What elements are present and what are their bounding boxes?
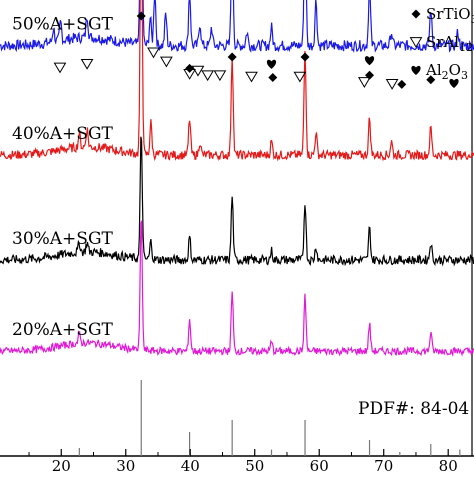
reference-label: PDF#: 84-04: [358, 399, 469, 419]
legend-marker-1: [411, 9, 421, 19]
series-label-2: 40%A+SGT: [12, 124, 114, 144]
legend-label-3: Al2O3: [425, 61, 468, 82]
diamond-marker-8: [268, 73, 278, 83]
series-line-2: [0, 0, 474, 162]
heart-marker-9: [266, 59, 277, 69]
triangle-marker-21: [293, 71, 307, 83]
series-label-4: 20%A+SGT: [12, 320, 114, 340]
x-tick-label-80: 80: [439, 457, 458, 474]
heart-marker-11: [449, 78, 459, 88]
triangle-marker-15: [160, 56, 173, 68]
x-tick-label-50: 50: [245, 457, 264, 474]
diamond-marker-3: [227, 52, 237, 62]
triangle-marker-14: [147, 47, 160, 59]
legend-marker-3: [411, 65, 421, 75]
x-tick-label-40: 40: [181, 457, 200, 474]
series-label-1: 50%A+SGT: [12, 15, 114, 35]
triangle-marker-22: [357, 77, 371, 89]
series-line-1: [0, 0, 474, 53]
triangle-marker-18: [201, 70, 215, 82]
x-tick-label-30: 30: [116, 457, 135, 474]
diamond-marker-4: [300, 52, 310, 62]
diamond-marker-6: [397, 79, 407, 89]
triangle-marker-13: [80, 58, 94, 70]
diamond-marker-2: [185, 63, 195, 73]
legend-label-1: SrTiO3: [426, 5, 474, 26]
triangle-marker-23: [385, 79, 399, 90]
legend-label-2: SrAl12: [426, 33, 473, 54]
diamond-marker-1: [136, 11, 146, 21]
x-tick-label-60: 60: [310, 457, 329, 474]
legend-marker-2: [409, 37, 423, 48]
series-line-3: [0, 136, 474, 267]
triangle-marker-17: [191, 65, 205, 77]
x-tick-label-70: 70: [374, 457, 393, 474]
triangle-marker-20: [245, 71, 258, 83]
triangle-marker-12: [53, 62, 67, 74]
series-label-3: 30%A+SGT: [12, 229, 114, 249]
series-line-4: [0, 220, 474, 357]
heart-marker-10: [364, 56, 375, 66]
diamond-marker-7: [426, 75, 436, 85]
triangle-marker-19: [213, 70, 227, 82]
x-tick-label-20: 20: [52, 457, 71, 474]
triangle-marker-16: [183, 68, 196, 80]
